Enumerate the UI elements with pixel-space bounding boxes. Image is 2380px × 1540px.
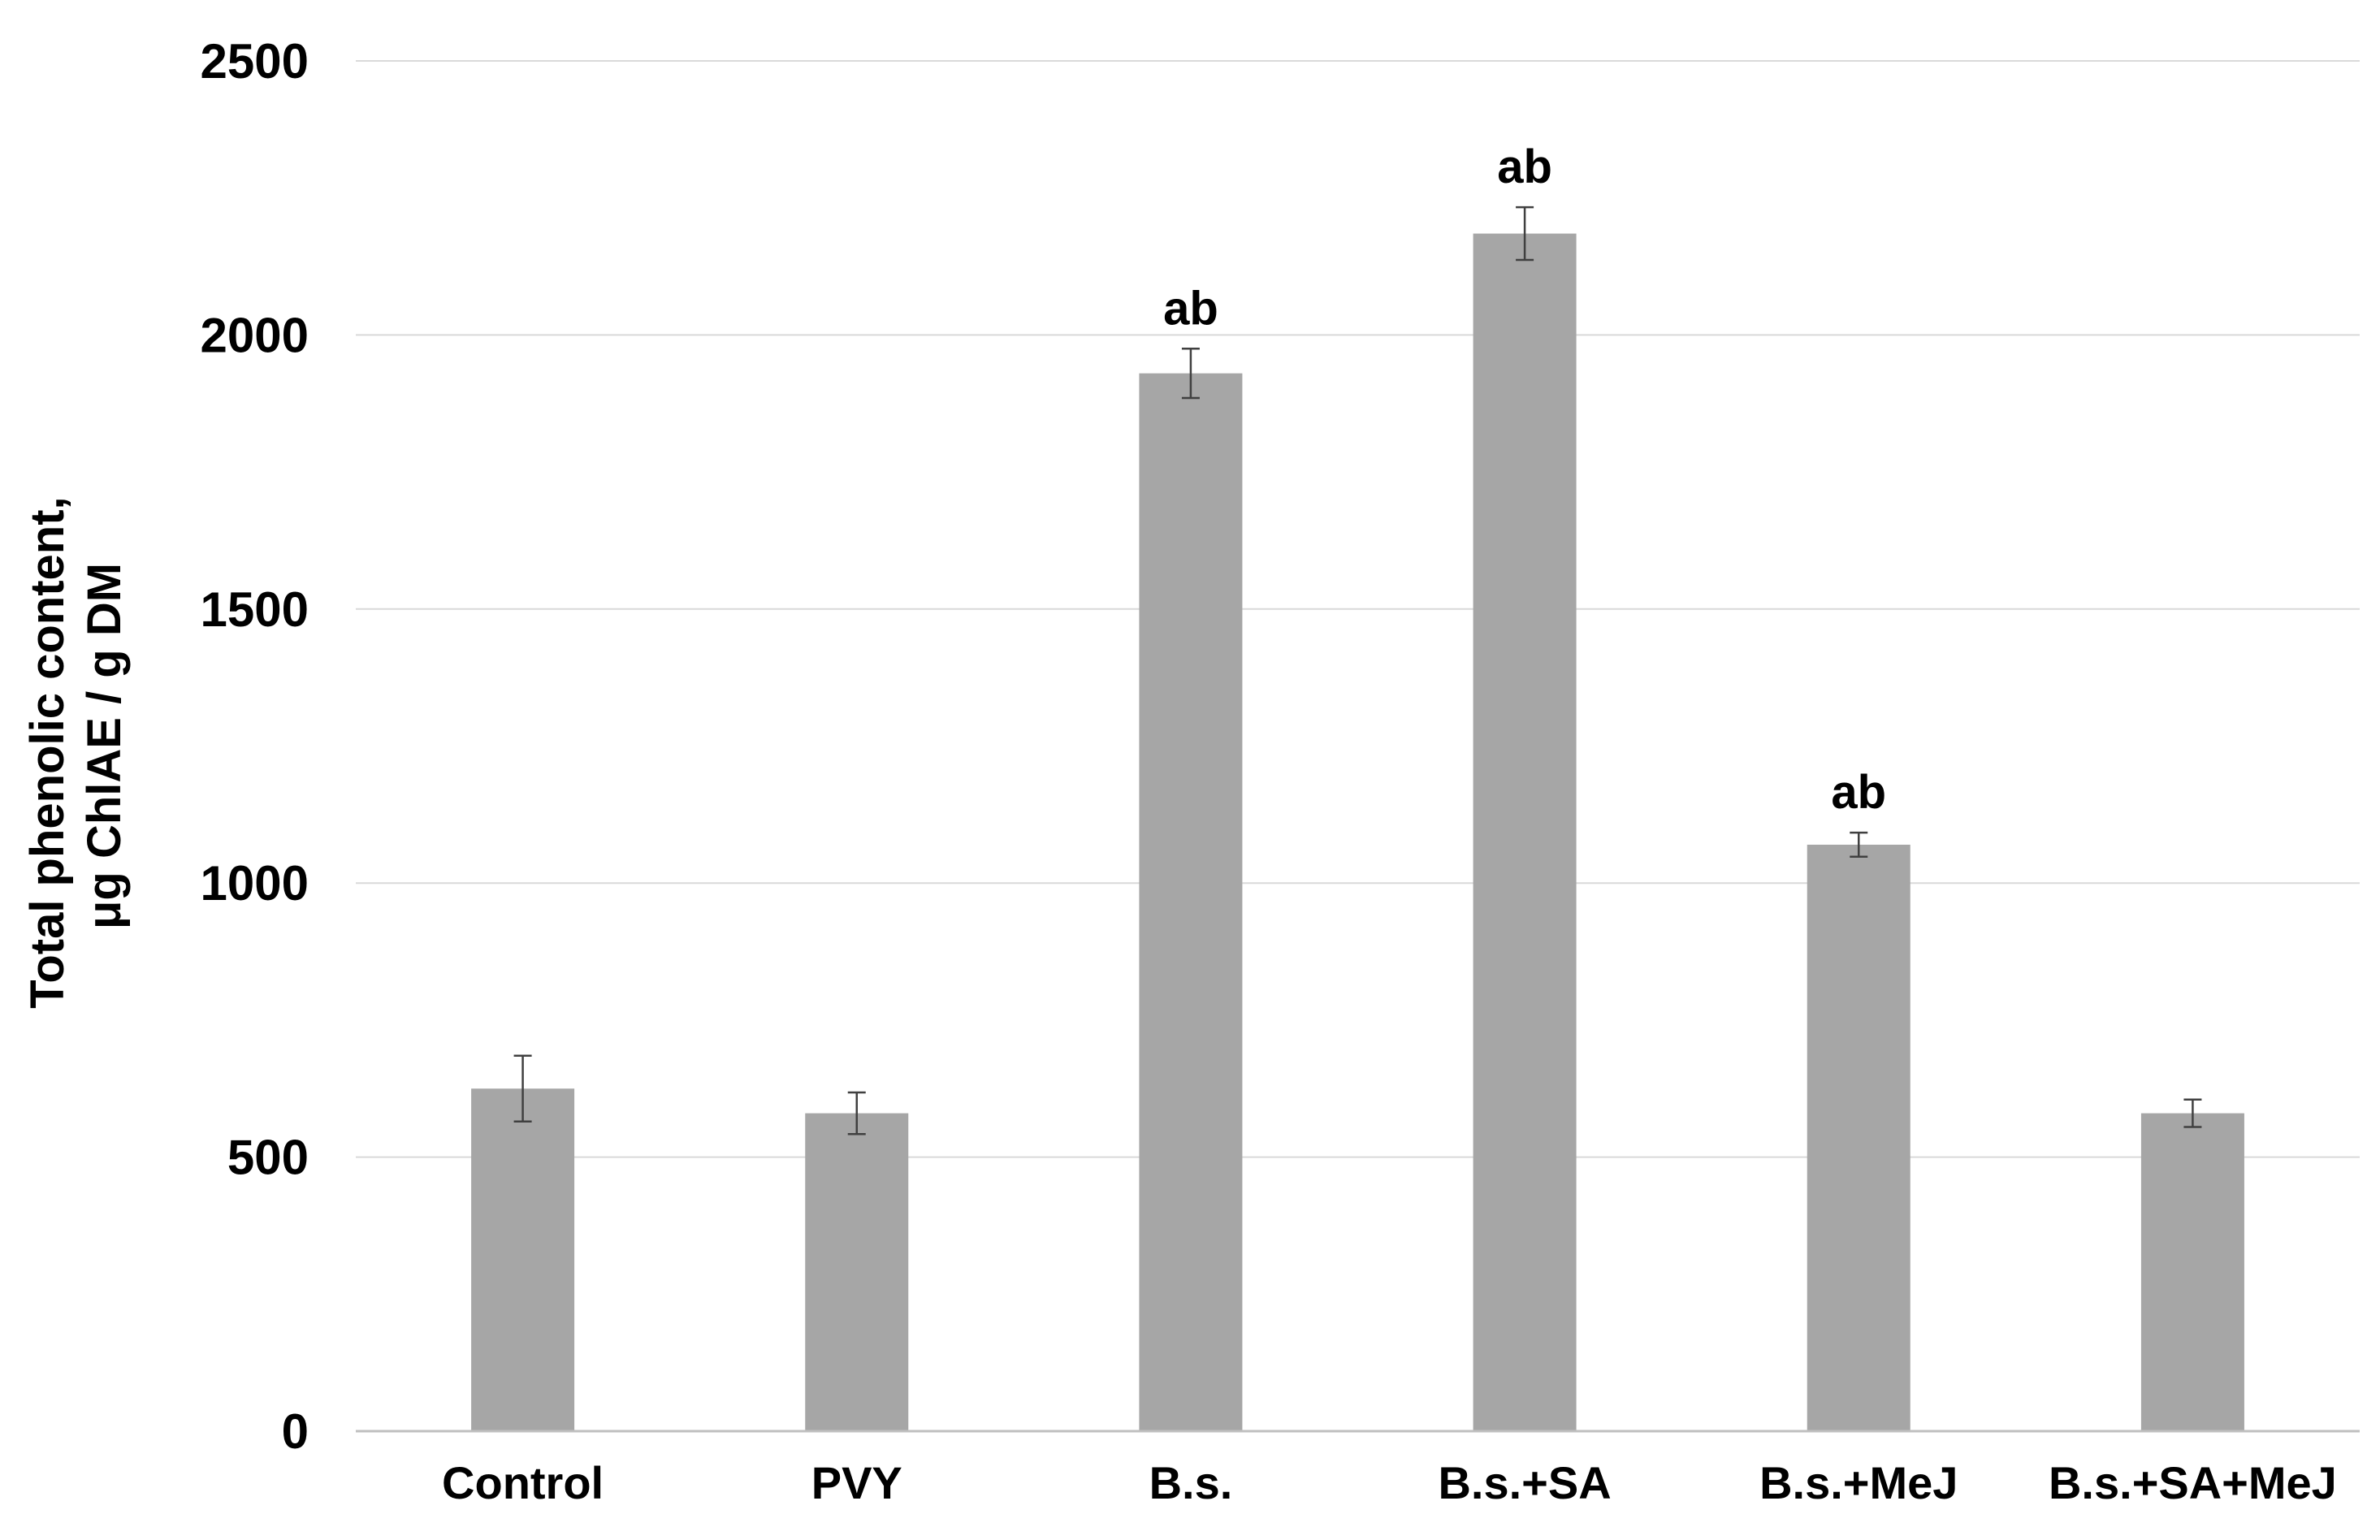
bar [1139, 373, 1243, 1431]
error-bar [1850, 831, 1868, 859]
x-category-label: B.s.+MeJ [1759, 1457, 1958, 1508]
gridlines [356, 60, 2360, 1158]
error-bar [2183, 1098, 2202, 1128]
significance-label: ab [1163, 282, 1218, 335]
significance-label: ab [1831, 766, 1886, 819]
bar [805, 1113, 909, 1431]
y-axis-title-line-1: Total phenolic content, [21, 496, 74, 1008]
y-tick-label: 1500 [201, 582, 309, 637]
error-bar [1181, 348, 1200, 400]
x-category-label: B.s.+SA [1438, 1457, 1611, 1508]
x-category-label: B.s. [1149, 1457, 1233, 1508]
y-tick-label: 0 [282, 1404, 309, 1459]
y-tick-label: 2000 [201, 308, 309, 362]
error-bar [513, 1054, 532, 1123]
error-bar [847, 1091, 866, 1136]
y-tick-label: 2500 [201, 34, 309, 89]
x-category-label: B.s.+SA+MeJ [2049, 1457, 2337, 1508]
bar [471, 1088, 575, 1431]
bar [2140, 1113, 2244, 1431]
x-category-label: PVY [811, 1457, 902, 1508]
error-bar [1516, 205, 1534, 262]
y-axis-ticks: 0 500 1000 1500 2000 2500 [201, 34, 309, 1459]
error-bars [513, 205, 2202, 1136]
x-axis-categories: Control PVY B.s. B.s.+SA B.s.+MeJ B.s.+SA+MeJ [442, 1457, 2337, 1508]
y-axis-title-line-2: μg ChlAE / g DM [78, 563, 131, 929]
significance-label: ab [1497, 141, 1552, 193]
x-category-label: Control [442, 1457, 604, 1508]
bar [1473, 233, 1577, 1431]
y-axis-title: Total phenolic content, μg ChlAE / g DM [21, 483, 131, 1009]
bars [471, 233, 2244, 1431]
annotations: ab ab ab [1163, 141, 1886, 819]
y-tick-label: 1000 [201, 856, 309, 911]
bar [1807, 844, 1910, 1431]
y-tick-label: 500 [227, 1131, 309, 1185]
